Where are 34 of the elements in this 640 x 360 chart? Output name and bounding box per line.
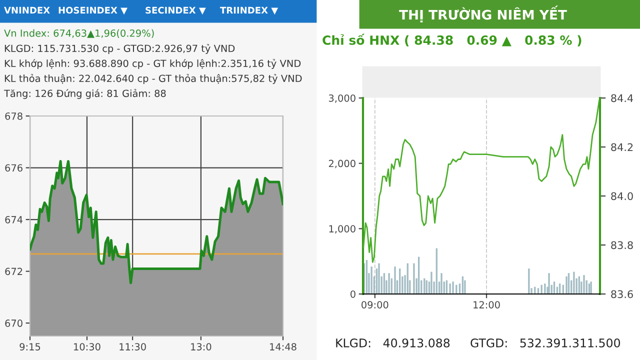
y-tick-label: 678 xyxy=(5,112,22,120)
text: Tăng: 126 Đứng giá: 81 Giảm: 88 xyxy=(4,89,166,99)
text: VNINDEX xyxy=(4,6,50,14)
y-tick-label: 672 xyxy=(5,268,22,276)
x-tick-label: 13:0 xyxy=(191,343,212,350)
text: KLGD: 40.913.088 xyxy=(336,338,450,348)
text: KL thỏa thuận: 22.042.640 cp - GT thỏa thuận:575,82 tỷ VND xyxy=(4,74,302,84)
y-tick-label: 674 xyxy=(5,216,23,224)
chart-title: Vn Index: 674,63▲1,96(0.29%) xyxy=(4,29,154,38)
y2-tick-label: 83.6 xyxy=(611,290,633,298)
y-tick-label: 1,000 xyxy=(329,225,356,234)
y-tick-label: 3,000 xyxy=(328,94,356,103)
y-tick-label: 676 xyxy=(5,164,22,172)
text: GTGD: 532.391.311.500 xyxy=(470,338,620,348)
y2-tick-label: 83.8 xyxy=(611,241,633,250)
y2-tick-label: 84.2 xyxy=(611,143,633,152)
chart-subtitle: Chỉ số HNX ( 84.38 0.69 ▲ 0.83 % ) xyxy=(322,34,582,46)
y-tick-label: 0 xyxy=(350,290,356,298)
x-tick-label: 12:00 xyxy=(474,301,500,308)
chart-title: THỊ TRƯỜNG NIÊM YẾT xyxy=(399,6,567,22)
y2-tick-label: 84.0 xyxy=(611,192,633,200)
x-tick-label: 14:48 xyxy=(270,343,296,350)
x-tick-label: 09:00 xyxy=(362,301,388,308)
x-tick-label: 9:15 xyxy=(20,343,40,350)
x-tick-label: 11:30 xyxy=(120,343,146,350)
text: KL khớp lệnh: 93.688.890 cp - GT khớp lệnh:2.351,16 tỷ VND xyxy=(4,59,301,69)
text: KLGD: 115.731.530 cp - GTGD:2.926,97 tỷ VND xyxy=(4,44,235,54)
y2-tick-label: 84.4 xyxy=(611,94,634,102)
text: TRIINDEX ▼ xyxy=(220,6,278,15)
y-tick-label: 2,000 xyxy=(328,160,356,168)
text: HOSEINDEX ▼ xyxy=(58,6,128,15)
text: SECINDEX ▼ xyxy=(146,6,206,15)
x-tick-label: 10:30 xyxy=(74,343,100,350)
y-tick-label: 670 xyxy=(5,320,22,327)
